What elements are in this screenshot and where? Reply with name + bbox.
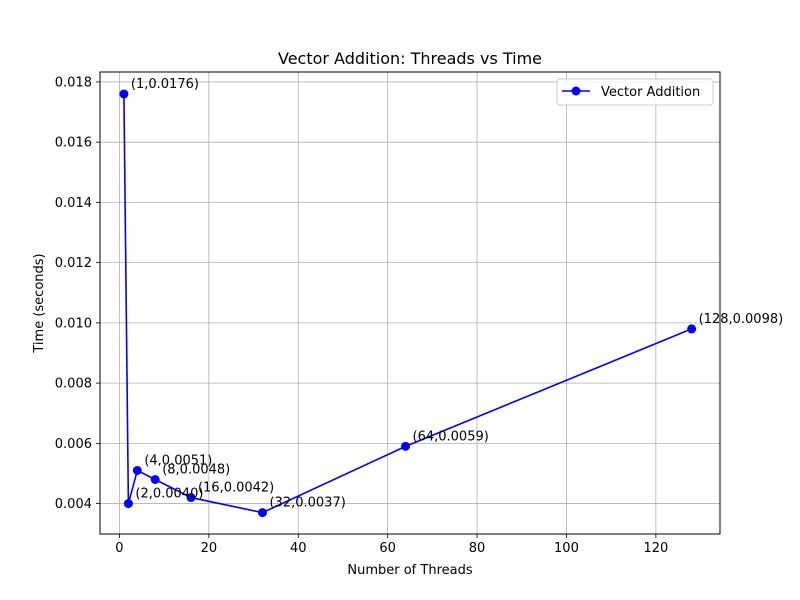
plot-frame (99, 71, 721, 535)
data-series (119, 89, 697, 518)
data-point (132, 465, 142, 475)
data-point (257, 508, 267, 518)
y-tick-label: 0.018 (55, 75, 92, 90)
grid (100, 72, 720, 534)
data-point (401, 441, 411, 451)
axes-ticks: 0 20 40 60 80 100 120 0.004 0.006 0.008 0.010 0.012… (55, 75, 668, 556)
series-line (123, 93, 692, 514)
data-label: (64,0.0059) (413, 429, 489, 444)
x-tick-label: 20 (201, 541, 218, 556)
x-tick-label: 120 (643, 541, 668, 556)
y-axis-label: Time (seconds) (32, 253, 47, 353)
y-tick-label: 0.016 (55, 136, 92, 151)
y-tick-label: 0.014 (55, 196, 92, 211)
data-point (119, 89, 129, 99)
data-point (150, 474, 160, 484)
y-tick-label: 0.006 (55, 437, 92, 452)
x-tick-label: 0 (115, 541, 123, 556)
data-label: (4,0.0051) (144, 453, 212, 468)
x-tick-label: 80 (469, 541, 486, 556)
legend-label: Vector Addition (601, 85, 700, 100)
x-axis-label: Number of Threads (347, 563, 472, 578)
data-point (123, 499, 133, 509)
y-tick-label: 0.008 (55, 377, 92, 392)
x-tick-label: 40 (290, 541, 307, 556)
y-tick-label: 0.004 (55, 497, 92, 512)
x-tick-label: 100 (554, 541, 579, 556)
legend-marker-swatch (571, 86, 581, 96)
legend: Vector Addition (556, 78, 714, 106)
y-tick-label: 0.010 (55, 316, 92, 331)
data-label: (32,0.0037) (269, 496, 345, 511)
data-label: (16,0.0042) (198, 481, 274, 496)
data-label: (128,0.0098) (699, 312, 784, 327)
data-label: (2,0.0040) (135, 487, 203, 502)
y-tick-label: 0.012 (55, 256, 92, 271)
chart-title: Vector Addition: Threads vs Time (278, 49, 542, 68)
data-point (687, 324, 697, 334)
data-label: (1,0.0176) (131, 77, 199, 92)
x-tick-label: 60 (379, 541, 396, 556)
data-point (186, 493, 196, 503)
legend-box (556, 78, 714, 106)
data-label: (8,0.0048) (162, 462, 230, 477)
